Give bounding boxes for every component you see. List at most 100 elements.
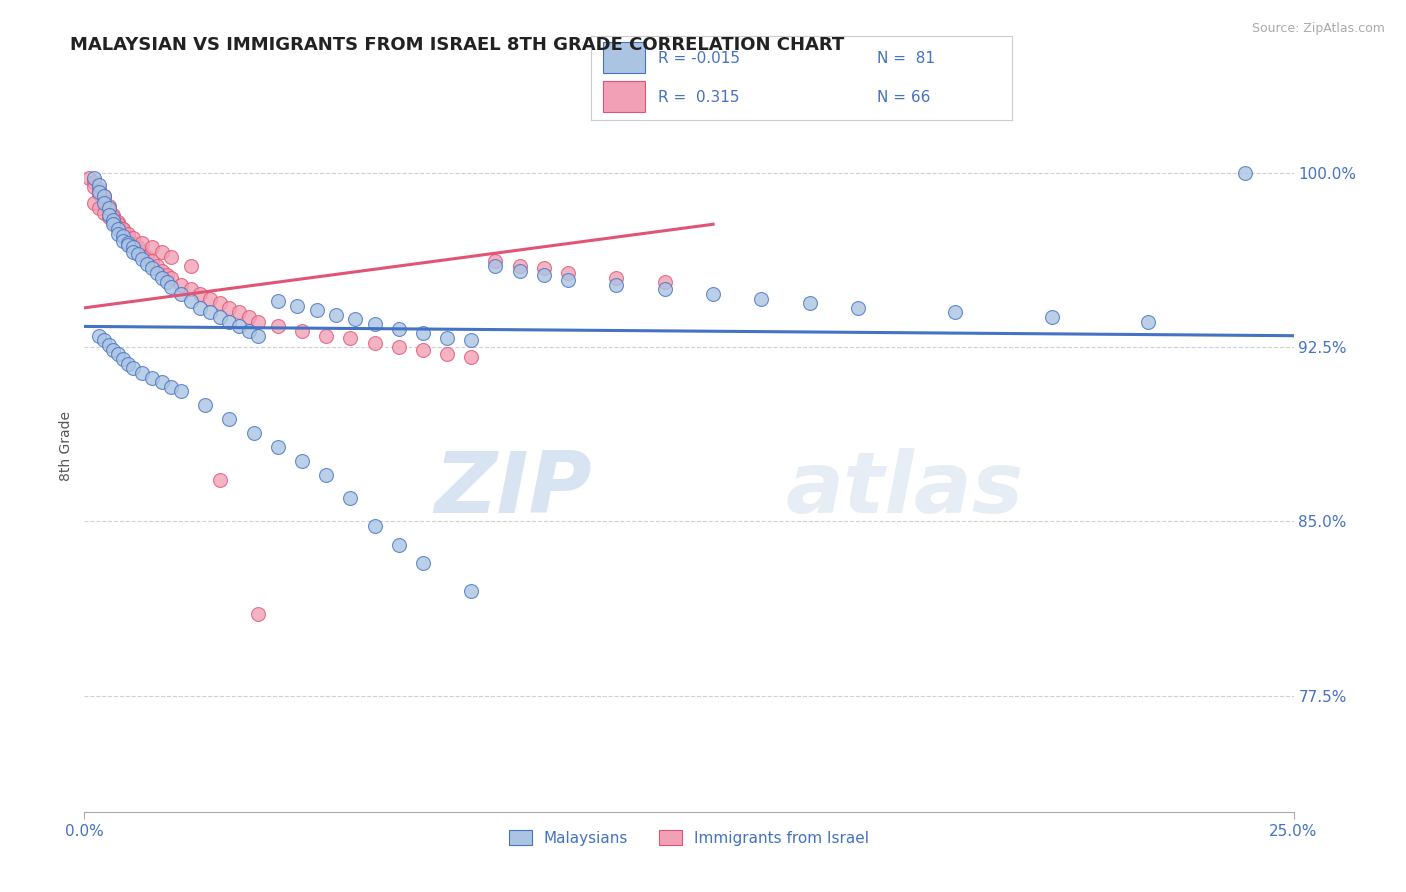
Point [388, 322, 411, 336]
Point [121, 235, 143, 250]
Point [180, 293, 202, 308]
Point [97, 211, 120, 225]
Point [557, 273, 579, 287]
Bar [603, 43, 645, 73]
Point [1234, 166, 1257, 180]
Point [160, 250, 183, 264]
Point [107, 219, 129, 234]
Point [150, 245, 173, 260]
Point [87, 178, 110, 192]
Text: N =  81: N = 81 [877, 51, 935, 66]
Point [160, 280, 183, 294]
Point [121, 240, 143, 254]
Point [160, 270, 183, 285]
Point [117, 228, 139, 243]
Point [218, 412, 240, 426]
Point [228, 319, 250, 334]
Point [93, 334, 115, 348]
Point [1040, 310, 1063, 325]
Point [93, 205, 115, 219]
Point [112, 228, 135, 243]
Point [103, 208, 125, 222]
Point [533, 268, 555, 283]
Point [654, 275, 676, 289]
Point [242, 426, 264, 441]
Point [150, 375, 173, 389]
Point [238, 310, 260, 325]
Point [436, 347, 458, 361]
Point [285, 299, 308, 313]
Point [107, 347, 129, 361]
Point [218, 315, 240, 329]
Point [83, 170, 105, 185]
Point [363, 335, 385, 350]
Point [208, 296, 231, 310]
Point [218, 301, 240, 315]
Point [121, 231, 143, 245]
Point [180, 259, 202, 273]
Point [943, 305, 966, 319]
Point [170, 286, 193, 301]
Text: R =  0.315: R = 0.315 [658, 90, 740, 105]
Point [388, 538, 411, 552]
Point [484, 254, 506, 268]
Point [208, 473, 231, 487]
Point [751, 292, 773, 306]
Point [325, 308, 347, 322]
Point [155, 275, 177, 289]
Point [83, 180, 105, 194]
Point [460, 350, 482, 364]
Point [131, 366, 153, 380]
Point [388, 340, 411, 354]
Point [83, 196, 105, 211]
Point [267, 319, 290, 334]
Point [107, 217, 129, 231]
Point [194, 398, 217, 412]
Point [557, 266, 579, 280]
Point [412, 556, 434, 570]
Legend: Malaysians, Immigrants from Israel: Malaysians, Immigrants from Israel [503, 823, 875, 852]
Point [97, 199, 120, 213]
Point [141, 254, 163, 268]
Point [190, 286, 212, 301]
Point [131, 252, 153, 266]
Text: R = -0.015: R = -0.015 [658, 51, 740, 66]
Point [198, 305, 221, 319]
Point [146, 259, 169, 273]
Point [412, 343, 434, 357]
Point [509, 259, 531, 273]
Point [93, 189, 115, 203]
Point [97, 208, 120, 222]
Point [267, 440, 290, 454]
Point [97, 201, 120, 215]
Point [247, 328, 270, 343]
Point [112, 234, 135, 248]
Point [170, 277, 193, 292]
Point [484, 259, 506, 273]
Point [127, 247, 149, 261]
Point [150, 263, 173, 277]
Text: Source: ZipAtlas.com: Source: ZipAtlas.com [1251, 22, 1385, 36]
Point [1137, 315, 1160, 329]
Point [141, 370, 163, 384]
Y-axis label: 8th Grade: 8th Grade [59, 411, 73, 481]
Point [291, 454, 314, 468]
Text: N = 66: N = 66 [877, 90, 931, 105]
Point [344, 312, 367, 326]
Point [117, 231, 139, 245]
Point [112, 222, 135, 236]
Text: ZIP: ZIP [434, 449, 592, 532]
Point [702, 286, 724, 301]
Point [315, 328, 337, 343]
Point [198, 292, 221, 306]
Point [315, 468, 337, 483]
Text: MALAYSIAN VS IMMIGRANTS FROM ISRAEL 8TH GRADE CORRELATION CHART: MALAYSIAN VS IMMIGRANTS FROM ISRAEL 8TH … [70, 36, 845, 54]
Point [170, 384, 193, 399]
Point [339, 331, 361, 345]
Point [238, 324, 260, 338]
Point [103, 217, 125, 231]
Point [97, 203, 120, 218]
Point [97, 338, 120, 352]
Point [103, 212, 125, 227]
Point [436, 331, 458, 345]
